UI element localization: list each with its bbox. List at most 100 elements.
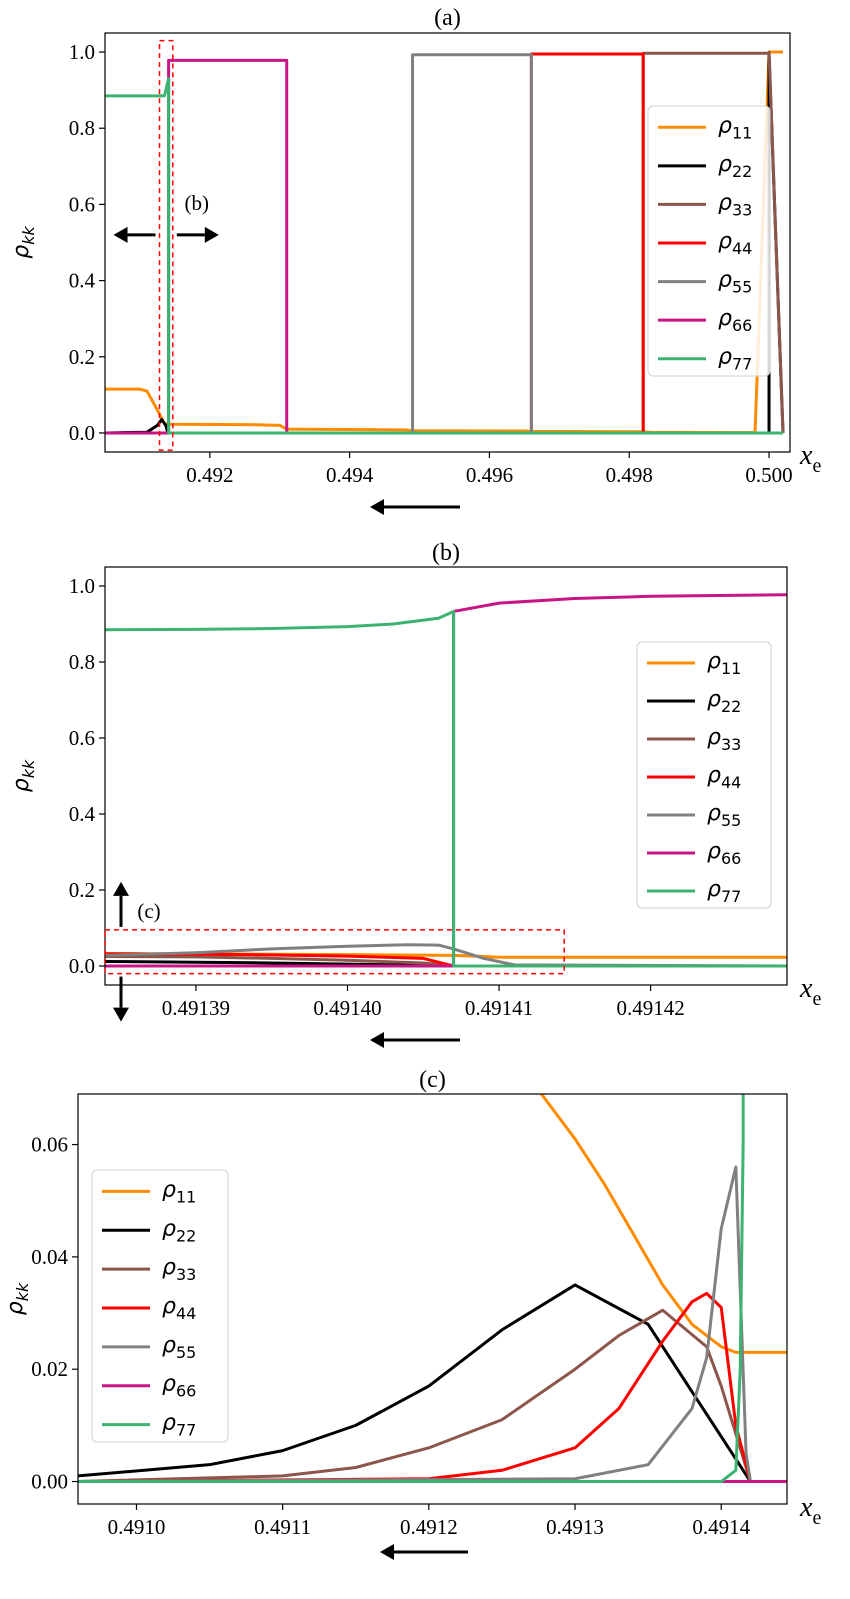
legend-label-rho55: ρ55 [162, 1333, 196, 1362]
legend: ρ11 ρ22 ρ33 ρ44 ρ55 ρ66 ρ77 [647, 105, 771, 377]
legend: ρ11 ρ22 ρ33 ρ44 ρ55 ρ66 ρ77 [636, 641, 772, 909]
x-tick-label: 0.496 [466, 463, 513, 487]
series-group [105, 593, 787, 968]
legend-label-rho11: ρ11 [707, 649, 741, 678]
y-tick-label: 0.02 [31, 1357, 68, 1381]
legend-label-rho44: ρ44 [707, 763, 741, 792]
chart-title: (a) [434, 5, 461, 31]
zoom-arrow-up [113, 881, 129, 927]
plot-frame [104, 566, 788, 986]
zoom-box [104, 929, 565, 975]
y-axis-label: ρkk [9, 226, 38, 259]
y-tick-label: 0.06 [31, 1133, 68, 1157]
chart-title: (c) [419, 1067, 446, 1093]
legend-label-rho44: ρ44 [718, 229, 752, 258]
sweep-direction-arrow-head [380, 1544, 394, 1560]
series-group [78, 1094, 787, 1484]
legend-label-rho33: ρ33 [718, 190, 752, 219]
y-tick-label: 0.6 [69, 192, 95, 216]
zoom-arrow-left [113, 226, 156, 243]
legend-label-rho22: ρ22 [718, 152, 752, 181]
legend-box [647, 105, 771, 377]
y-axis-label: ρkk [9, 759, 38, 792]
sweep-direction-arrow-head [370, 1032, 384, 1048]
x-tick-label: 0.500 [745, 463, 792, 487]
zoom-arrow-down [113, 976, 129, 1022]
legend-label-rho22: ρ22 [707, 687, 741, 716]
x-tick-label: 0.498 [606, 463, 653, 487]
series-line-rho22 [78, 1283, 787, 1484]
chart-c: (c) 0.4910 0.4911 0.4912 0.4913 0.4914 0.00 0.0… [3, 1067, 821, 1560]
y-tick-label: 0.04 [31, 1245, 68, 1269]
x-tick-label: 0.4912 [400, 1515, 458, 1539]
y-tick-label: 1.0 [69, 40, 95, 64]
legend-label-rho33: ρ33 [707, 725, 741, 754]
y-tick-label: 0.8 [69, 650, 95, 674]
zoom-arrow-right-head [204, 226, 219, 243]
series-line-rho55 [78, 1165, 787, 1484]
series-line-rho77 [105, 77, 784, 435]
x-tick-label: 0.4914 [692, 1515, 750, 1539]
series-line-rho11 [540, 1094, 787, 1354]
chart-a: (a) 0.492 0.494 0.496 0.498 0.500 0.0 0.2 0.4 0.6… [9, 5, 821, 515]
chart-b: (b) 0.49139 0.49140 0.49141 0.49142 0.0 0.2 0.4… [9, 540, 821, 1048]
legend-label-rho77: ρ77 [162, 1411, 196, 1440]
legend-label-rho77: ρ77 [718, 345, 752, 374]
y-tick-label: 0.0 [69, 954, 95, 978]
sweep-direction-arrow [380, 1544, 468, 1560]
y-tick-label: 0.2 [69, 878, 95, 902]
x-axis-label: xe [799, 973, 821, 1010]
legend-label-rho66: ρ66 [707, 839, 741, 868]
series-line-rho55 [105, 943, 787, 968]
x-tick-label: 0.4910 [108, 1515, 166, 1539]
zoom-label: (b) [185, 191, 210, 215]
zoom-box [158, 39, 174, 451]
x-tick-label: 0.494 [326, 463, 374, 487]
sweep-direction-arrow-head [370, 499, 384, 515]
legend-label-rho44: ρ44 [162, 1294, 196, 1323]
series-group [105, 50, 785, 435]
y-tick-label: 0.0 [69, 421, 95, 445]
y-axis-label: ρkk [3, 1282, 32, 1315]
y-tick-label: 0.2 [69, 345, 95, 369]
legend-label-rho11: ρ11 [718, 113, 752, 142]
legend-box [636, 641, 772, 909]
x-axis-label: xe [799, 1492, 821, 1529]
legend-label-rho11: ρ11 [162, 1177, 196, 1206]
series-line-rho33 [78, 1308, 787, 1484]
zoom-arrow-left-head [113, 226, 128, 243]
x-tick-label: 0.4911 [254, 1515, 311, 1539]
y-tick-label: 1.0 [69, 574, 95, 598]
sweep-direction-arrow [370, 1032, 460, 1048]
legend: ρ11 ρ22 ρ33 ρ44 ρ55 ρ66 ρ77 [91, 1169, 229, 1443]
y-tick-label: 0.4 [69, 269, 96, 293]
x-axis-label: xe [799, 440, 821, 477]
y-tick-label: 0.8 [69, 116, 95, 140]
x-tick-label: 0.4913 [546, 1515, 604, 1539]
zoom-label: (c) [137, 899, 160, 923]
series-line-rho77 [105, 609, 787, 968]
chart-title: (b) [432, 540, 460, 566]
legend-label-rho77: ρ77 [707, 877, 741, 906]
y-tick-label: 0.6 [69, 726, 95, 750]
x-tick-label: 0.492 [186, 463, 233, 487]
sweep-direction-arrow [370, 499, 460, 515]
y-tick-label: 0.00 [31, 1470, 68, 1494]
zoom-arrow-down-head [113, 1007, 129, 1022]
legend-label-rho33: ρ33 [162, 1255, 196, 1284]
x-tick-label: 0.49139 [162, 996, 230, 1020]
series-line-rho77 [78, 1094, 745, 1484]
zoom-arrow-right [176, 226, 219, 243]
legend-box [91, 1169, 229, 1443]
y-tick-label: 0.4 [69, 802, 96, 826]
legend-label-rho66: ρ66 [162, 1372, 196, 1401]
legend-label-rho22: ρ22 [162, 1216, 196, 1245]
x-tick-label: 0.49142 [616, 996, 684, 1020]
plot-frame [104, 32, 791, 453]
x-tick-label: 0.49141 [465, 996, 533, 1020]
zoom-arrow-up-head [113, 881, 129, 896]
x-tick-label: 0.49140 [313, 996, 381, 1020]
zoom-annotation-a: (b) [113, 39, 219, 451]
zoom-annotation-b: (c) [104, 881, 565, 1022]
